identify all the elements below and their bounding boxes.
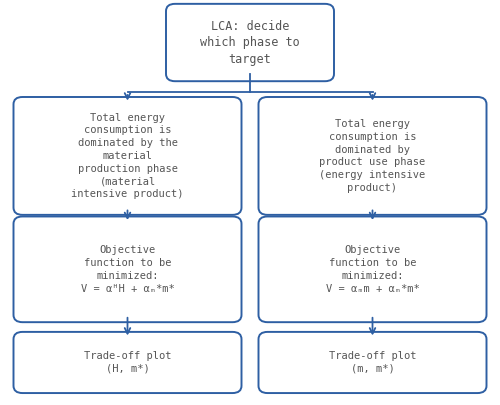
Text: Total energy
consumption is
dominated by
product use phase
(energy intensive
pro: Total energy consumption is dominated by… (320, 119, 426, 193)
FancyBboxPatch shape (258, 97, 486, 215)
FancyBboxPatch shape (14, 97, 241, 215)
FancyBboxPatch shape (258, 216, 486, 322)
FancyBboxPatch shape (14, 216, 241, 322)
FancyBboxPatch shape (166, 4, 334, 81)
FancyBboxPatch shape (258, 332, 486, 393)
Text: LCA: decide
which phase to
target: LCA: decide which phase to target (200, 19, 300, 66)
Text: Objective
function to be
minimized:
V = αᴴH + αₘ*m*: Objective function to be minimized: V = … (80, 245, 174, 294)
Text: Trade-off plot
(m, m*): Trade-off plot (m, m*) (329, 351, 416, 374)
Text: Total energy
consumption is
dominated by the
material
production phase
(material: Total energy consumption is dominated by… (72, 113, 184, 199)
Text: Trade-off plot
(H, m*): Trade-off plot (H, m*) (84, 351, 171, 374)
Text: Objective
function to be
minimized:
V = αₘm + αₘ*m*: Objective function to be minimized: V = … (326, 245, 420, 294)
FancyBboxPatch shape (14, 332, 241, 393)
